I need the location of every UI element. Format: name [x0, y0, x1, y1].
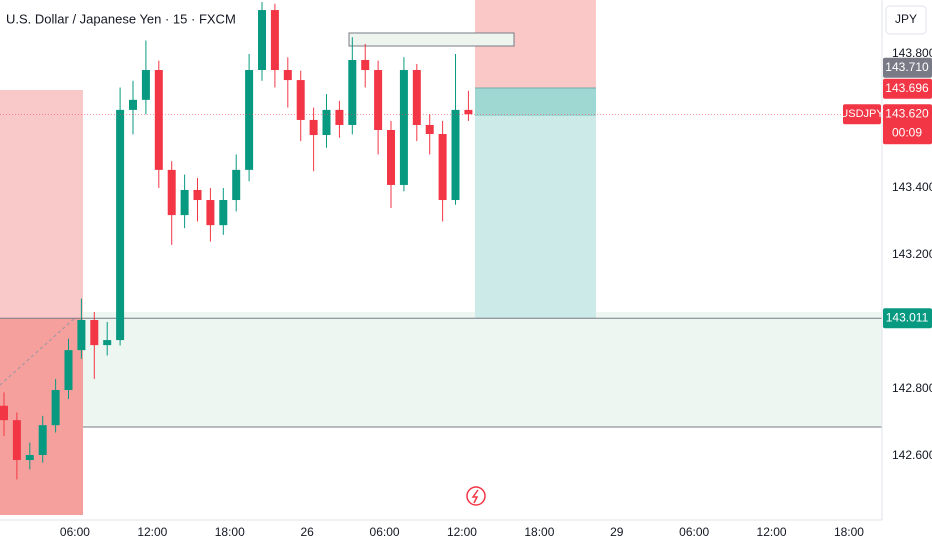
candle-body: [64, 350, 73, 390]
candle-body: [77, 319, 86, 351]
demand-zone: [83, 312, 882, 427]
candle-body: [167, 169, 176, 216]
y-tick-label: 142.800: [892, 381, 932, 395]
candle-body: [425, 124, 434, 135]
currency-button[interactable]: [885, 5, 927, 35]
candle-body: [51, 390, 60, 426]
candle-body: [283, 70, 292, 81]
candle-body: [387, 130, 396, 185]
candle-body: [335, 109, 344, 125]
candle-body: [361, 59, 370, 71]
candle-body: [129, 99, 138, 110]
candle-body: [193, 189, 202, 201]
candle-body: [309, 119, 318, 136]
range-box: [348, 32, 515, 47]
y-tick-label: 143.800: [892, 46, 932, 60]
candle-body: [180, 189, 189, 216]
candle-body: [12, 420, 21, 461]
x-tick-label: 18:00: [834, 525, 864, 539]
price-badge: [883, 104, 932, 145]
candle-body: [38, 425, 47, 455]
candle-body: [258, 10, 267, 71]
candle-body: [245, 70, 254, 170]
symbol-tag: [843, 104, 881, 125]
position-open: [475, 88, 596, 116]
candle-body: [90, 319, 99, 346]
x-tick-label: 18:00: [524, 525, 554, 539]
x-tick-label: 06:00: [370, 525, 400, 539]
candle-body: [438, 134, 447, 201]
currency: JPY: [895, 12, 917, 26]
x-tick-label: 26: [300, 525, 314, 539]
price-badge: [883, 57, 932, 78]
level-badge-label: 143.011: [886, 310, 929, 324]
price-badge-label: 143.710: [885, 60, 929, 74]
candle-body: [374, 70, 383, 130]
x-tick-label: 12:00: [137, 525, 167, 539]
short-zone: [0, 90, 83, 318]
x-tick-label: 12:00: [757, 525, 787, 539]
plot: [0, 2, 882, 480]
level-badge: [883, 308, 932, 329]
candle-body: [322, 109, 331, 136]
candle-body: [348, 59, 357, 125]
x-tick-label: 06:00: [60, 525, 90, 539]
candle-body: [399, 70, 408, 185]
flash-icon[interactable]: [466, 486, 486, 506]
price-badge-label: 143.620: [885, 106, 929, 120]
price-badge: [883, 78, 932, 99]
price-badge-label: 143.696: [885, 81, 929, 95]
candle-body: [412, 70, 421, 125]
candle-body: [141, 70, 150, 100]
candle-body: [25, 455, 34, 461]
position-target: [475, 88, 596, 318]
candle-body: [154, 70, 163, 170]
x-tick-label: 06:00: [679, 525, 709, 539]
candle-body: [0, 405, 8, 421]
candle-body: [219, 200, 228, 226]
countdown: 00:09: [892, 125, 922, 139]
candle-body: [296, 80, 305, 120]
y-tick-label: 142.600: [892, 448, 932, 462]
candle-body: [451, 109, 460, 201]
x-tick-label: 12:00: [447, 525, 477, 539]
flash-circle: [466, 486, 486, 506]
flash-bolt: [471, 489, 479, 504]
y-tick-label: 143.200: [892, 247, 932, 261]
candle-body: [116, 109, 125, 341]
candle-body: [464, 109, 473, 115]
symbol-tag-label: USDJPY: [840, 108, 884, 120]
trend-line: [0, 317, 76, 386]
candle-body: [103, 340, 112, 346]
candle-body: [232, 169, 241, 201]
x-tick-label: 29: [610, 525, 624, 539]
y-tick-label: 143.400: [892, 180, 932, 194]
chart-title: U.S. Dollar / Japanese Yen · 15 · FXCM: [6, 11, 236, 26]
candle-body: [270, 10, 279, 71]
candle-body: [206, 200, 215, 226]
x-tick-label: 18:00: [215, 525, 245, 539]
